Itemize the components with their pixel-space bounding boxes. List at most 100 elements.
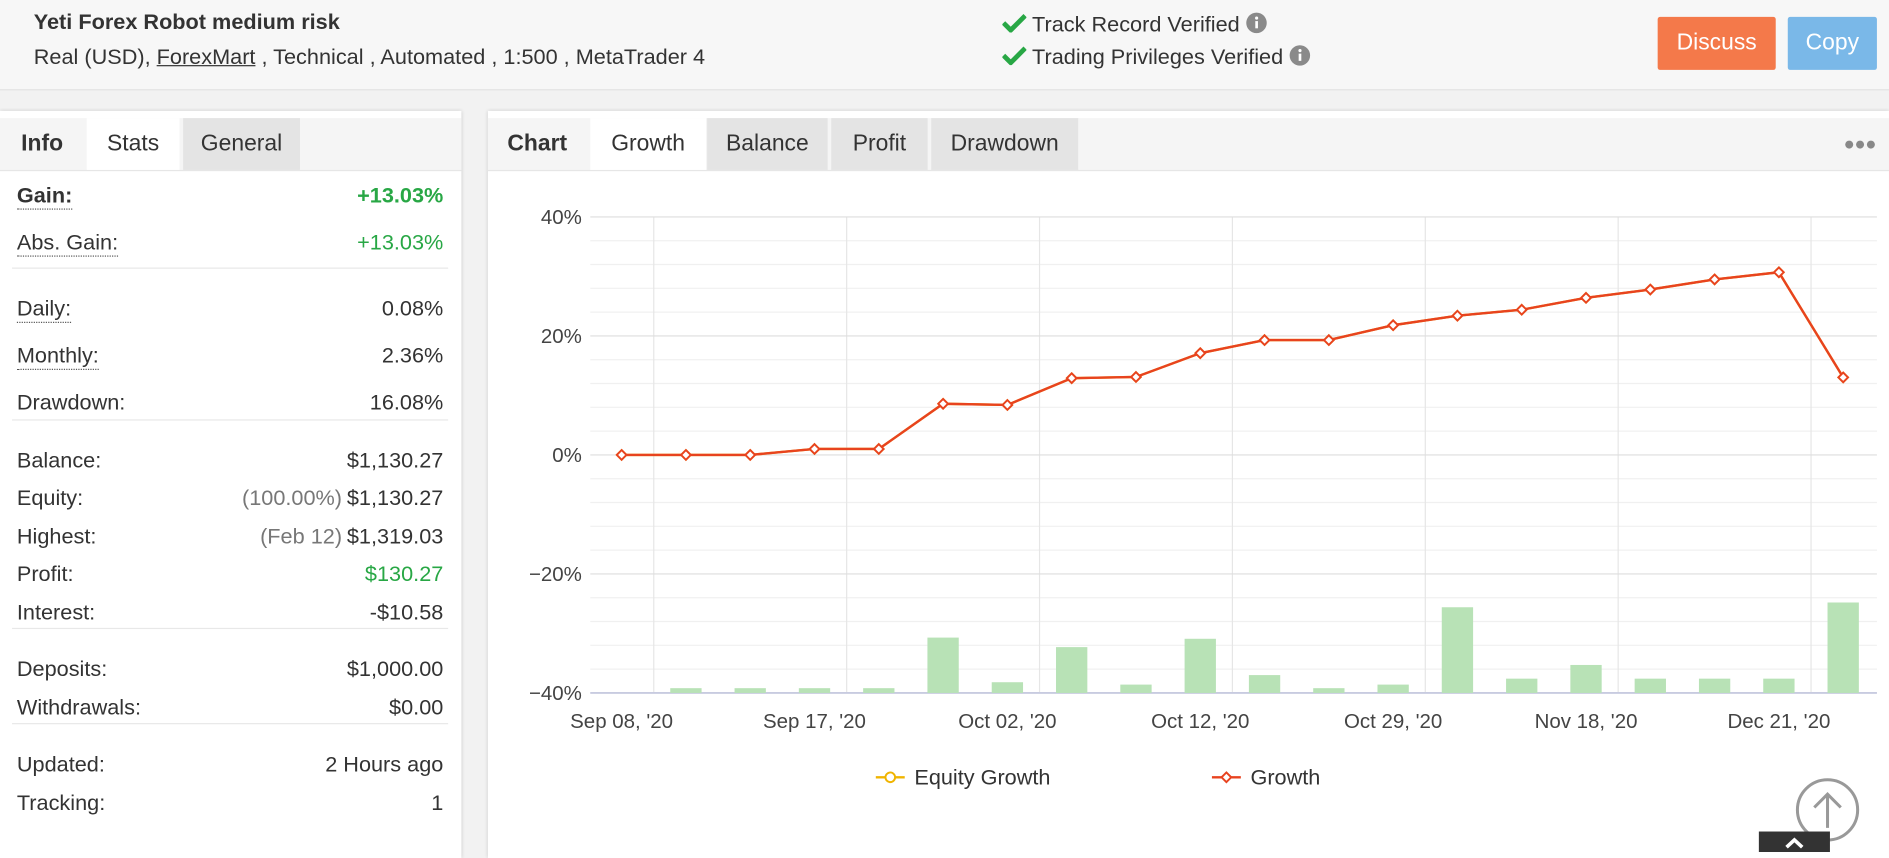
- stat-label: Updated:: [16, 751, 105, 777]
- x-tick-label: Sep 17, '20: [763, 710, 866, 733]
- bar: [1313, 688, 1345, 693]
- stat-number: 0.08%: [381, 296, 444, 321]
- verified-1: Track Record Verified: [1001, 12, 1268, 37]
- bar: [1377, 684, 1409, 693]
- tab[interactable]: Profit: [831, 118, 928, 170]
- copy-button[interactable]: Copy: [1787, 16, 1877, 70]
- account-type: Real (USD),: [33, 44, 151, 69]
- y-tick-label: −40%: [529, 682, 582, 705]
- stat-row: Deposits: $1,000.00: [17, 657, 443, 688]
- discuss-button[interactable]: Discuss: [1657, 16, 1776, 70]
- feedback-tab[interactable]: [1758, 831, 1830, 853]
- divider: [12, 627, 449, 630]
- bar: [991, 682, 1024, 693]
- stat-number: $1,130.27: [346, 447, 444, 472]
- stat-number: $1,319.03: [346, 523, 444, 548]
- bar: [1763, 678, 1795, 693]
- stat-row: Highest: (Feb 12) $1,319.03: [17, 524, 443, 555]
- stat-value: (Feb 12) $1,319.03: [260, 524, 443, 549]
- marker: [1837, 371, 1850, 384]
- divider: [12, 723, 449, 725]
- divider: [12, 267, 449, 269]
- marker: [1772, 266, 1786, 279]
- stat-label: Withdrawals:: [16, 694, 141, 719]
- stat-value: $0.00: [389, 695, 443, 720]
- stat-label: Tracking:: [16, 789, 106, 815]
- stat-number: +13.03%: [357, 183, 444, 208]
- check-icon: [1001, 46, 1027, 67]
- stat-value: 1: [431, 790, 443, 815]
- bar: [1056, 647, 1088, 693]
- info-icon[interactable]: [1246, 12, 1268, 34]
- stat-number: 2 Hours ago: [325, 751, 444, 777]
- marker: [1451, 309, 1464, 322]
- stat-row: Daily: 0.08%: [16, 296, 443, 327]
- stat-number: $0.00: [389, 694, 444, 719]
- x-tick-label: Oct 29, '20: [1344, 710, 1442, 733]
- y-tick-label: 20%: [541, 325, 582, 348]
- x-tick-label: Nov 18, '20: [1535, 710, 1638, 733]
- bar: [734, 688, 766, 693]
- marker: [679, 448, 693, 462]
- divider: [12, 418, 449, 420]
- broker-link[interactable]: ForexMart: [156, 44, 256, 69]
- stat-label: Deposits:: [16, 656, 108, 681]
- stat-row: Profit: $130.27: [17, 562, 443, 593]
- marker: [1001, 398, 1014, 412]
- tab[interactable]: Balance: [707, 118, 828, 170]
- stat-row: Withdrawals: $0.00: [17, 695, 443, 726]
- menu-dots[interactable]: [1844, 140, 1875, 150]
- y-tick-label: −20%: [529, 563, 582, 586]
- stat-number: 1: [431, 789, 444, 815]
- tab[interactable]: Info: [21, 131, 64, 157]
- title: Yeti Forex Robot medium risk: [33, 9, 340, 34]
- stat-row: Drawdown: 16.08%: [17, 390, 443, 421]
- marker: [936, 397, 950, 410]
- stat-label: Gain:: [16, 183, 73, 210]
- stat-value: 0.08%: [382, 296, 443, 321]
- stat-number: $130.27: [364, 561, 444, 586]
- verified-2: Trading Privileges Verified: [1001, 44, 1311, 70]
- verified-text: Trading Privileges Verified: [1032, 44, 1284, 69]
- stat-label: Monthly:: [16, 343, 99, 370]
- marker: [615, 448, 628, 462]
- tab[interactable]: Growth: [590, 118, 706, 170]
- marker: [1644, 283, 1657, 296]
- bar: [798, 688, 831, 693]
- stat-number: 2.36%: [381, 343, 444, 368]
- bar: [670, 688, 702, 693]
- stat-label: Highest:: [16, 523, 97, 548]
- x-tick-label: Dec 21, '20: [1727, 710, 1830, 733]
- tab[interactable]: Stats: [86, 118, 180, 170]
- details: , Technical , Automated , 1:500 , MetaTr…: [261, 44, 706, 69]
- verified-text: Track Record Verified: [1032, 12, 1240, 37]
- stat-label: Interest:: [16, 599, 96, 624]
- chart: Sep 08, '20 Sep 17, '20 Oct 02, '20 Oct 12,…: [529, 206, 1877, 790]
- bar: [1184, 638, 1216, 693]
- bar: [1634, 678, 1666, 693]
- stat-row: Abs. Gain: +13.03%: [16, 230, 443, 261]
- stat-row: Gain: +13.03%: [16, 183, 444, 214]
- marker: [1194, 346, 1207, 360]
- bar: [1248, 675, 1281, 693]
- bar: [1506, 678, 1538, 693]
- stat-value: 2.36%: [382, 343, 443, 368]
- bar: [1570, 664, 1602, 693]
- x-tick-label: Oct 12, '20: [1151, 710, 1249, 733]
- legend-marker: [884, 771, 897, 784]
- tab[interactable]: General: [183, 118, 300, 170]
- stat-row: Equity: (100.00%) $1,130.27: [17, 486, 443, 517]
- check-icon: [1001, 13, 1027, 34]
- marker: [1708, 273, 1721, 286]
- tab[interactable]: Drawdown: [931, 118, 1079, 170]
- info-icon[interactable]: [1289, 45, 1311, 67]
- stat-number: $1,130.27: [346, 485, 444, 510]
- stat-value: +13.03%: [357, 230, 443, 255]
- chart-tabs: Chart Growth Balance Profit Drawdown: [487, 118, 1889, 172]
- stat-row: Monthly: 2.36%: [16, 343, 443, 374]
- stat-value: $130.27: [365, 562, 443, 587]
- stat-value: (100.00%) $1,130.27: [242, 486, 443, 511]
- stat-number: +13.03%: [357, 230, 444, 255]
- stat-number: $1,000.00: [346, 656, 444, 681]
